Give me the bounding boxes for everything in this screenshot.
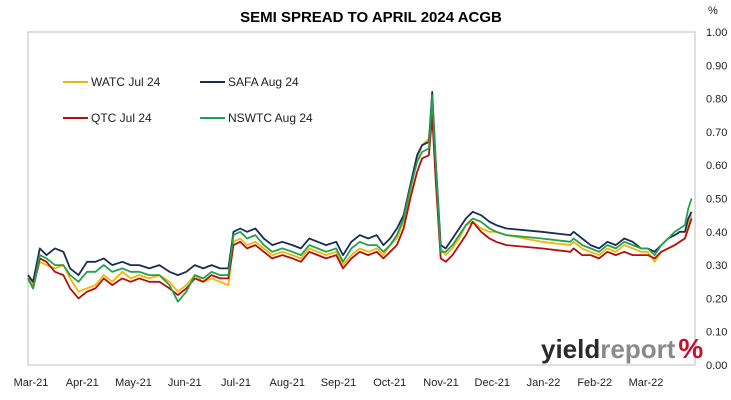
y-tick-label: 1.00: [706, 27, 727, 39]
logo-percent-icon: %: [678, 333, 703, 364]
y-tick-label: 0.00: [706, 360, 727, 372]
logo-text-report: report: [600, 334, 675, 364]
y-axis: 0.00 0.10 0.20 0.30 0.40 0.50 0.60 0.70 0.80 0.90…: [706, 27, 727, 372]
legend-label: NSWTC Aug 24: [228, 111, 313, 125]
x-tick-label: Dec-21: [475, 377, 510, 389]
x-tick-label: May-21: [115, 377, 152, 389]
y-tick-label: 0.90: [706, 60, 727, 72]
x-tick-label: Apr-21: [66, 377, 99, 389]
legend-label: QTC Jul 24: [91, 111, 152, 125]
series-line-safa-aug-24: [27, 91, 693, 283]
svg-text:yieldreport%: yieldreport%: [541, 333, 703, 364]
y-tick-label: 0.60: [706, 160, 727, 172]
x-tick-label: Jul-21: [221, 377, 251, 389]
series-line-watc-jul-24: [27, 104, 693, 293]
x-axis: Mar-21 Apr-21 May-21 Jun-21 Jul-21 Aug-21 Sep-…: [14, 377, 664, 389]
x-tick-label: Nov-21: [423, 377, 458, 389]
legend: WATC Jul 24 SAFA Aug 24 QTC Jul 24 NSWTC Au…: [63, 75, 313, 125]
y-tick-label: 0.70: [706, 127, 727, 139]
y-tick-label: 0.40: [706, 227, 727, 239]
x-tick-label: Feb-22: [577, 377, 612, 389]
y-tick-label: 0.80: [706, 94, 727, 106]
series-lines: [27, 91, 693, 303]
x-tick-label: Jun-21: [168, 377, 202, 389]
legend-label: WATC Jul 24: [91, 75, 161, 89]
y-tick-label: 0.20: [706, 293, 727, 305]
legend-label: SAFA Aug 24: [228, 75, 299, 89]
y-tick-label: 0.10: [706, 327, 727, 339]
x-tick-label: Jan-22: [527, 377, 561, 389]
series-line-nswtc-aug-24: [27, 94, 693, 303]
x-tick-label: Oct-21: [373, 377, 406, 389]
y-axis-unit: %: [708, 5, 718, 17]
y-tick-label: 0.50: [706, 194, 727, 206]
plot-area: [27, 31, 696, 366]
chart-title: SEMI SPREAD TO APRIL 2024 ACGB: [240, 9, 502, 26]
logo-text-yield: yield: [541, 334, 600, 364]
x-tick-label: Sep-21: [321, 377, 356, 389]
x-tick-label: Aug-21: [270, 377, 305, 389]
series-line-qtc-jul-24: [27, 114, 693, 300]
yieldreport-logo: yieldreport%: [541, 333, 703, 364]
x-tick-label: Mar-21: [14, 377, 49, 389]
y-tick-label: 0.30: [706, 260, 727, 272]
x-tick-label: Mar-22: [629, 377, 664, 389]
